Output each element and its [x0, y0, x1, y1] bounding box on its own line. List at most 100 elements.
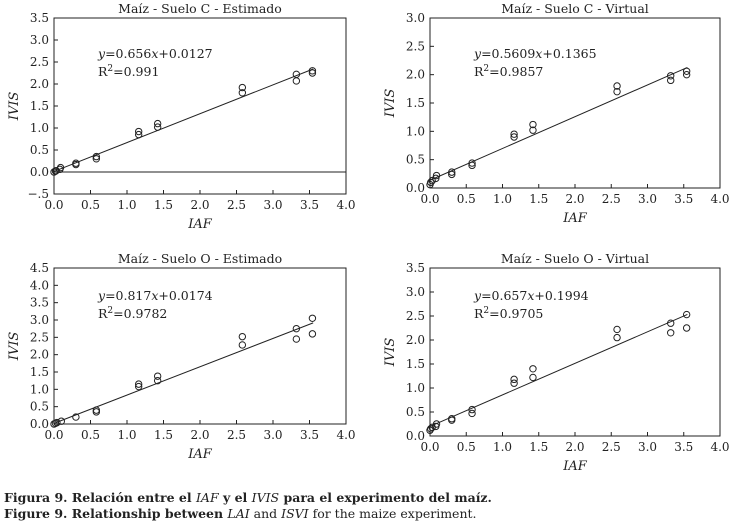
x-tick-label: 2.0	[190, 428, 209, 442]
data-point	[682, 67, 691, 75]
data-point	[427, 178, 435, 187]
eq-slope: =0.5609	[481, 46, 535, 61]
chart-panel-c-virtual: Maíz - Suelo C - Virtual 0.0 0.5 1.0 1.5 2.0 2…	[383, 1, 730, 226]
y-tick-label: 0.5	[406, 405, 425, 419]
data-point	[613, 87, 621, 96]
data-point	[238, 341, 247, 349]
y-tick-label: 3.0	[406, 11, 425, 25]
y-tick-label: 0.5	[406, 153, 425, 167]
x-tick-label: 0.5	[457, 192, 476, 206]
data-point	[153, 372, 162, 380]
y-tick-label: 0.5	[30, 400, 49, 414]
chart-title: Maíz - Suelo C - Estimado	[118, 1, 282, 16]
data-point	[238, 89, 247, 97]
x-tick-label: 1.0	[493, 440, 512, 454]
eq-x-symbol: x	[527, 288, 534, 303]
y-tick-label: 3.0	[406, 285, 425, 299]
y-tick-label: 1.5	[30, 365, 49, 379]
x-tick-label: 4.0	[336, 198, 355, 212]
r2-value: =0.9705	[489, 306, 543, 321]
eq-x-symbol: x	[535, 46, 542, 61]
x-axis-title: IAF	[187, 447, 213, 462]
regression-equation: y=0.657x+0.1994	[473, 288, 589, 303]
x-axis-title: IAF	[562, 211, 588, 226]
data-point	[682, 310, 691, 319]
y-tick-label: 3.5	[406, 261, 425, 275]
y-tick-label: 0.0	[30, 417, 49, 431]
caption-english: Figure 9. Relationship between LAI and I…	[4, 506, 477, 521]
x-tick-label: 2.5	[602, 192, 621, 206]
figure-caption: Figura 9. Relación entre el IAF y el IVI…	[4, 490, 492, 522]
y-tick-label: 3.5	[30, 296, 49, 310]
data-point	[153, 119, 162, 128]
chart-panel-o-estimado: Maíz - Suelo O - Estimado 0.0 0.5 1.0 1.5 2.0…	[7, 251, 356, 462]
y-tick-label: 2.0	[30, 77, 49, 91]
data-point	[153, 376, 162, 385]
data-point	[448, 415, 456, 423]
x-tick-label: 2.0	[565, 440, 584, 454]
data-point	[432, 174, 440, 183]
r2-exponent: 2	[483, 64, 489, 74]
y-tick-label: 1.0	[30, 121, 49, 135]
data-point	[292, 70, 301, 79]
x-tick-label: 1.0	[117, 198, 136, 212]
data-point	[134, 127, 143, 136]
data-point	[667, 329, 675, 337]
y-tick-label: 0.0	[30, 165, 49, 179]
y-tick-label: 0.5	[30, 143, 49, 157]
y-tick-label: 3.0	[30, 33, 49, 47]
data-point	[428, 176, 436, 185]
data-point	[292, 77, 301, 85]
y-tick-label: 1.5	[406, 96, 425, 110]
x-tick-label: 0.5	[457, 440, 476, 454]
data-point	[292, 335, 301, 343]
x-tick-label: 0.0	[420, 440, 439, 454]
x-tick-label: 1.5	[154, 198, 173, 212]
regression-line	[53, 68, 314, 172]
x-tick-label: 4.0	[336, 428, 355, 442]
y-axis-title: IVIS	[383, 338, 398, 368]
eq-intercept: +0.1994	[534, 288, 588, 303]
data-point	[529, 126, 537, 134]
chart-title: Maíz - Suelo O - Virtual	[501, 251, 649, 266]
regression-line	[429, 314, 688, 427]
data-point	[238, 83, 247, 92]
x-tick-label: 0.0	[44, 428, 63, 442]
data-point	[308, 314, 317, 322]
r2-value: =0.9857	[489, 64, 543, 79]
data-point	[613, 82, 621, 90]
chart-title: Maíz - Suelo C - Virtual	[501, 1, 649, 16]
r-squared: R2=0.9857	[474, 64, 543, 79]
x-tick-label: 1.0	[493, 192, 512, 206]
data-point	[432, 171, 441, 180]
figure-panels: Maíz - Suelo C - Estimado 0.0 0.5 1.0 1.5 2.0…	[7, 1, 730, 474]
data-point	[308, 69, 317, 77]
r2-symbol: R	[474, 64, 484, 79]
data-point	[53, 418, 61, 427]
x-tick-label: 4.0	[710, 440, 729, 454]
data-point	[292, 324, 301, 333]
r2-value: =0.991	[113, 64, 159, 79]
data-point	[667, 72, 675, 80]
eq-y-symbol: y	[97, 46, 106, 61]
x-tick-label: 1.5	[529, 192, 548, 206]
x-tick-label: 3.0	[263, 198, 282, 212]
x-tick-label: 2.5	[227, 428, 246, 442]
data-point	[448, 170, 456, 179]
eq-intercept: +0.0174	[158, 288, 212, 303]
x-tick-label: 0.5	[81, 428, 100, 442]
y-tick-label: 3.5	[30, 11, 49, 25]
eq-slope: =0.657	[481, 288, 527, 303]
x-tick-label: 3.5	[674, 440, 693, 454]
data-point	[308, 330, 317, 338]
data-point	[682, 324, 691, 332]
r2-symbol: R	[98, 64, 108, 79]
data-point	[510, 130, 518, 138]
y-tick-label: 2.0	[406, 333, 425, 347]
regression-equation: y=0.656x+0.0127	[97, 46, 213, 61]
data-point	[613, 333, 621, 342]
eq-x-symbol: x	[151, 46, 158, 61]
chart-title: Maíz - Suelo O - Estimado	[118, 251, 282, 266]
data-point	[468, 161, 476, 170]
data-point	[682, 70, 691, 79]
